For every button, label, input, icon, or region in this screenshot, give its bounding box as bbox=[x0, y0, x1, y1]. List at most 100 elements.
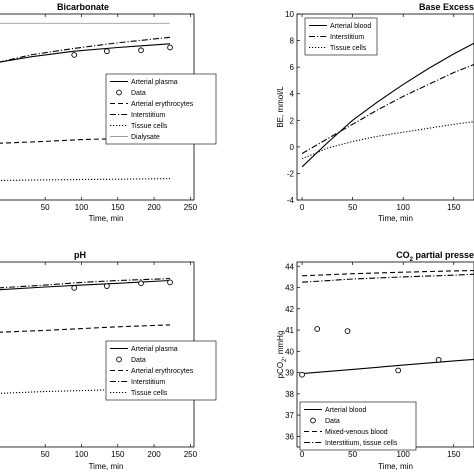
panel-title: Base Excess bbox=[419, 2, 474, 12]
legend-label-data: Data bbox=[131, 90, 146, 97]
ph-panel: 50 100 150 200 250 pH Time, min Arterial plasma… bbox=[0, 250, 217, 471]
series-line-interstitium bbox=[301, 63, 474, 154]
legend-swatch-data bbox=[116, 89, 122, 96]
series-line-arterial-plasma bbox=[0, 43, 171, 63]
x-tick-label: 0 bbox=[300, 203, 305, 212]
bicarbonate-panel: 50 100 150 200 250 Bicarbonate Time, min Arteri… bbox=[0, 2, 217, 223]
x-tick-label: 50 bbox=[41, 450, 50, 459]
data-point-data bbox=[167, 44, 173, 51]
series-line-arterial-blood bbox=[302, 358, 474, 375]
legend-label-arterial-plasma: Arterial plasma bbox=[131, 346, 178, 353]
legend: Arterial blood Data Mixed-venous blood Inte… bbox=[299, 401, 417, 451]
data-point-data bbox=[299, 371, 305, 378]
data-point-data bbox=[71, 52, 78, 58]
legend-label-interstitium: Interstitium bbox=[330, 34, 364, 41]
y-tick-label: 39 bbox=[285, 369, 294, 378]
x-tick-label: 150 bbox=[111, 450, 125, 459]
legend-box bbox=[105, 73, 217, 145]
y-tick-label: 38 bbox=[285, 390, 294, 399]
data-point-data bbox=[167, 279, 173, 286]
legend-label-interstitium-tissue-cells: Interstitium, tissue cells bbox=[325, 440, 398, 447]
x-tick-label: 250 bbox=[184, 450, 198, 459]
legend-label-data: Data bbox=[325, 418, 340, 425]
x-tick-label: 150 bbox=[111, 203, 125, 212]
x-tick-label: 100 bbox=[75, 450, 89, 459]
legend-label-tissue-cells: Tissue cells bbox=[131, 390, 168, 397]
legend-label-mixed-venous-blood: Mixed-venous blood bbox=[325, 429, 388, 436]
series-line-arterial-plasma bbox=[0, 279, 171, 291]
series-line-interstitium bbox=[0, 278, 171, 289]
y-tick-label: 0 bbox=[290, 143, 295, 152]
legend-label-arterial-erythrocytes: Arterial erythrocytes bbox=[131, 101, 194, 108]
y-tick-label: 40 bbox=[285, 347, 294, 356]
x-tick-label: 100 bbox=[397, 203, 411, 212]
x-tick-label: 0 bbox=[300, 450, 305, 459]
legend: Arterial plasma Data Arterial erythrocytes… bbox=[105, 73, 217, 145]
legend-label-arterial-blood: Arterial blood bbox=[330, 23, 371, 30]
series-line-tissue-cells bbox=[0, 178, 171, 182]
data-point-data bbox=[395, 367, 401, 374]
y-tick-label: 4 bbox=[290, 90, 295, 99]
x-axis-label: Time, min bbox=[378, 214, 413, 223]
y-axis-label: pCO2, mmHg bbox=[276, 331, 288, 379]
data-point-data bbox=[104, 283, 110, 289]
data-point-data bbox=[435, 356, 442, 363]
x-tick-label: 250 bbox=[184, 203, 198, 212]
y-tick-label: 8 bbox=[290, 37, 295, 46]
y-axis-label: BE, mmol/L bbox=[276, 86, 285, 128]
legend-label-data: Data bbox=[131, 357, 146, 364]
y-tick-label: 36 bbox=[285, 432, 294, 441]
y-tick-label: -2 bbox=[287, 169, 295, 178]
y-tick-label: 37 bbox=[285, 411, 294, 420]
y-tick-label: 42 bbox=[285, 305, 294, 314]
x-tick-label: 50 bbox=[348, 450, 357, 459]
plot-area bbox=[301, 42, 474, 168]
series-line-tissue-cells bbox=[301, 121, 474, 160]
x-axis-label: Time, min bbox=[378, 462, 413, 471]
legend-label-tissue-cells: Tissue cells bbox=[131, 123, 168, 130]
y-tick-label: 41 bbox=[285, 326, 294, 335]
legend: Arterial blood Interstitium Tissue cells bbox=[304, 17, 378, 56]
x-tick-label: 50 bbox=[41, 203, 50, 212]
legend-label-arterial-blood: Arterial blood bbox=[325, 407, 366, 414]
series-line-interstitium-tissue-cells bbox=[302, 273, 474, 283]
legend-swatch-data bbox=[116, 356, 122, 363]
y-tick-label: 44 bbox=[285, 262, 294, 271]
y-tick-label: 43 bbox=[285, 284, 294, 293]
x-axis-label: Time, min bbox=[89, 214, 124, 223]
base-excess-panel: 0 50 100 150 -4 -2 0 2 4 6 8 10 Base Excess Time, min… bbox=[276, 2, 474, 223]
plot-area bbox=[299, 269, 474, 378]
panel-title: Bicarbonate bbox=[57, 2, 109, 12]
y-tick-label: 2 bbox=[290, 116, 295, 125]
legend-swatch-data bbox=[310, 417, 316, 424]
x-tick-label: 50 bbox=[348, 203, 357, 212]
series-line-mixed-venous-blood bbox=[302, 269, 474, 277]
legend-label-tissue-cells: Tissue cells bbox=[330, 45, 367, 52]
legend: Arterial plasma Data Arterial erythrocytes… bbox=[105, 340, 217, 401]
panel-title: CO2 partial presse bbox=[396, 250, 474, 263]
x-tick-label: 100 bbox=[397, 450, 411, 459]
x-tick-label: 200 bbox=[147, 450, 161, 459]
x-tick-label: 150 bbox=[447, 450, 461, 459]
x-tick-label: 100 bbox=[75, 203, 89, 212]
panel-title: pH bbox=[74, 250, 86, 260]
data-point-data bbox=[138, 280, 144, 287]
data-point-data bbox=[71, 285, 78, 291]
legend-label-interstitium: Interstitium bbox=[131, 112, 165, 119]
series-line-arterial-blood bbox=[301, 42, 474, 168]
data-point-data bbox=[344, 328, 351, 334]
legend-label-dialysate: Dialysate bbox=[131, 134, 160, 141]
axes-frame bbox=[296, 13, 474, 201]
series-line-interstitium bbox=[0, 36, 171, 63]
legend-box bbox=[105, 340, 217, 401]
legend-label-interstitium: Interstitium bbox=[131, 379, 165, 386]
legend-label-arterial-erythrocytes: Arterial erythrocytes bbox=[131, 368, 194, 375]
y-tick-label: 10 bbox=[285, 10, 294, 19]
co2-panel: 0 50 100 150 36 37 38 39 40 41 42 43 44 CO2 partial p… bbox=[276, 250, 474, 471]
data-point-data bbox=[138, 47, 144, 54]
y-tick-label: -4 bbox=[287, 196, 295, 205]
x-tick-label: 150 bbox=[447, 203, 461, 212]
y-tick-label: 6 bbox=[290, 63, 295, 72]
series-line-arterial-erythrocytes bbox=[0, 324, 171, 333]
